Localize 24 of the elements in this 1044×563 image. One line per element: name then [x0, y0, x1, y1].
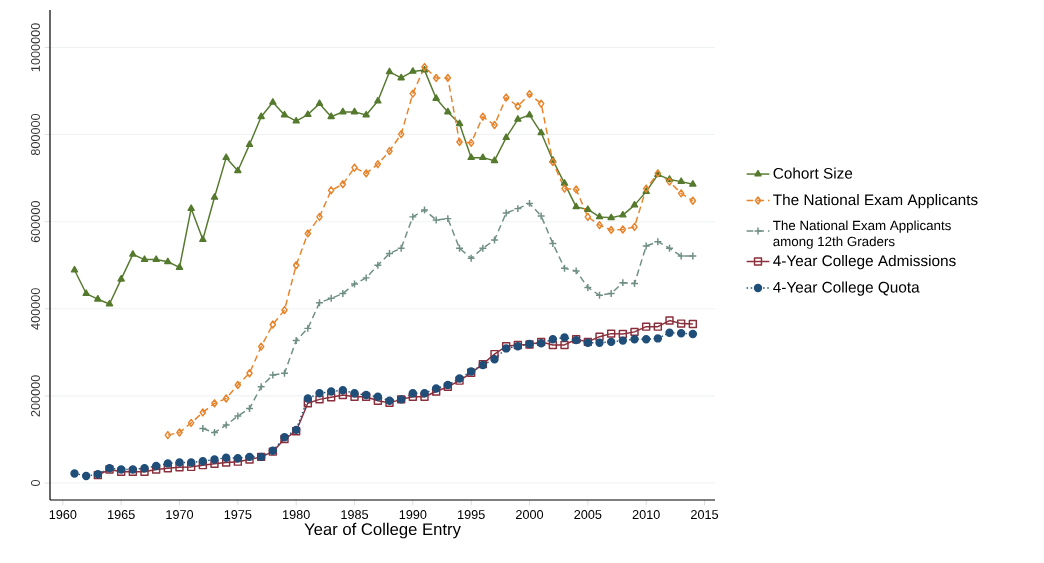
x-tick-label: 2005 [574, 510, 602, 520]
x-tick-label: 1965 [108, 510, 135, 520]
x-tick-label: 1995 [458, 510, 485, 520]
legend-label: 4-Year College Quota [773, 281, 920, 296]
legend-label: The National Exam Applicants [773, 193, 978, 209]
x-tick-label: 1970 [166, 510, 194, 520]
x-tick-label: 1960 [49, 510, 77, 520]
y-tick-label: 800000 [30, 113, 40, 156]
x-tick-label: 1990 [399, 510, 427, 520]
legend-label: 4-Year College Admissions [773, 254, 956, 270]
x-tick-label: 1975 [224, 510, 252, 520]
legend-label: Cohort Size [773, 167, 853, 179]
x-axis-title: Year of College Entry [304, 522, 461, 539]
x-tick-label: 1980 [283, 510, 310, 520]
y-tick-label: 600000 [30, 201, 40, 243]
y-tick-label: 1000000 [30, 23, 40, 72]
x-tick-label: 2015 [691, 510, 719, 520]
y-tick-label: 200000 [30, 375, 40, 417]
legend-label: The National Exam Applicants among 12th Graders [773, 220, 951, 249]
x-tick-label: 1985 [341, 510, 369, 520]
y-tick-label: 0 [30, 479, 40, 487]
y-tick-label: 400000 [30, 288, 40, 330]
x-tick-label: 2010 [632, 510, 660, 520]
x-tick-label: 2000 [516, 510, 544, 520]
